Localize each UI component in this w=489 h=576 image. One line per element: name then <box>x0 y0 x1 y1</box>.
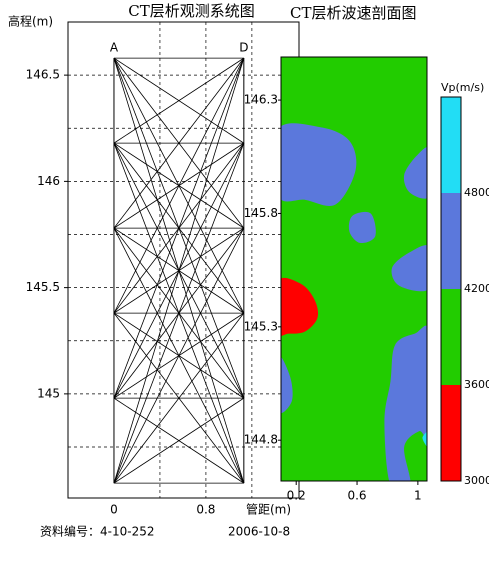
y-tick-label: 146.5 <box>26 68 60 82</box>
x-tick-label: 1 <box>414 489 422 503</box>
colorbar-band <box>441 289 461 385</box>
y-axis-label: 高程(m) <box>8 14 53 29</box>
zones <box>281 123 427 481</box>
y-tick-label: 144.8 <box>244 433 278 447</box>
zone <box>391 245 427 292</box>
zone <box>281 356 293 414</box>
x-tick-label: 0.8 <box>196 503 215 517</box>
x-axis-label: 管距(m) <box>246 502 291 517</box>
borehole-label: A <box>110 41 119 55</box>
ray <box>113 142 245 484</box>
colorbar-label: Vp(m/s) <box>441 81 484 94</box>
ray <box>113 312 245 484</box>
plot-frame <box>280 56 428 482</box>
zone <box>348 211 376 244</box>
borehole-label: D <box>239 41 248 55</box>
ray <box>113 57 245 314</box>
y-tick-label: 145.3 <box>244 319 278 333</box>
y-tick-label: 145.8 <box>244 206 278 220</box>
colorbar-tick-label: 4200 <box>464 282 489 295</box>
colorbar-tick-label: 4800 <box>464 186 489 199</box>
colorbar-band <box>441 385 461 481</box>
colorbar-tick-label: 3600 <box>464 378 489 391</box>
zone <box>403 147 427 199</box>
x-tick-label: 0 <box>110 503 118 517</box>
ray <box>113 57 245 229</box>
y-tick-label: 146.3 <box>244 93 278 107</box>
footer-id: 资料编号：4-10-252 <box>40 524 154 539</box>
zone <box>281 123 357 206</box>
chart-title: CT层析观测系统图 <box>128 2 254 20</box>
ray <box>113 397 245 484</box>
x-tick-label: 0.2 <box>287 489 306 503</box>
zone <box>281 277 319 336</box>
colorbar-frame <box>440 96 462 482</box>
colorbar-tick-label: 3000 <box>464 474 489 487</box>
y-tick-label: 145 <box>37 386 60 400</box>
plot-frame <box>67 21 300 499</box>
ray <box>113 57 245 144</box>
x-tick-label: 0.6 <box>347 489 366 503</box>
ray <box>113 57 245 399</box>
zone <box>384 325 427 481</box>
ray <box>113 227 245 484</box>
colorbar-band <box>441 193 461 289</box>
ray <box>113 58 245 484</box>
zone <box>422 431 427 447</box>
y-tick-label: 146 <box>37 174 60 188</box>
chart-title: CT层析波速剖面图 <box>290 4 416 22</box>
y-tick-label: 145.5 <box>26 280 60 294</box>
colorbar-band <box>441 97 461 193</box>
footer-date: 2006-10-8 <box>228 525 290 539</box>
